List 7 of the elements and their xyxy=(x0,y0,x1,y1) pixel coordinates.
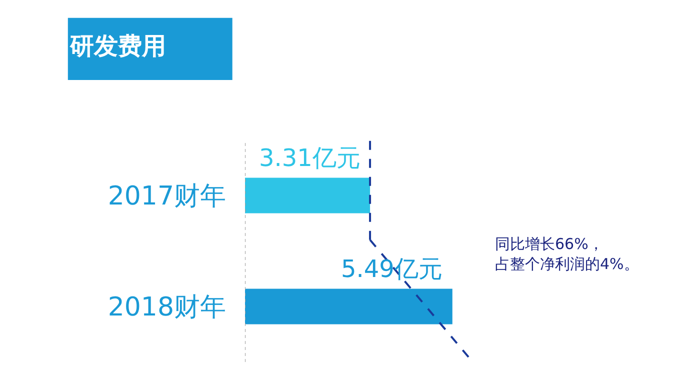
y-tick-label: 2018财年 xyxy=(108,292,226,323)
text: 同比增长66%， xyxy=(495,235,604,253)
data-label: 3.31亿元 xyxy=(259,144,360,172)
chart-title: 研发费用 xyxy=(68,32,166,60)
data-label: 5.49亿元 xyxy=(341,255,442,283)
text: 占整个净利润的4%。 xyxy=(495,255,639,273)
y-tick-label: 2017财年 xyxy=(108,182,226,212)
